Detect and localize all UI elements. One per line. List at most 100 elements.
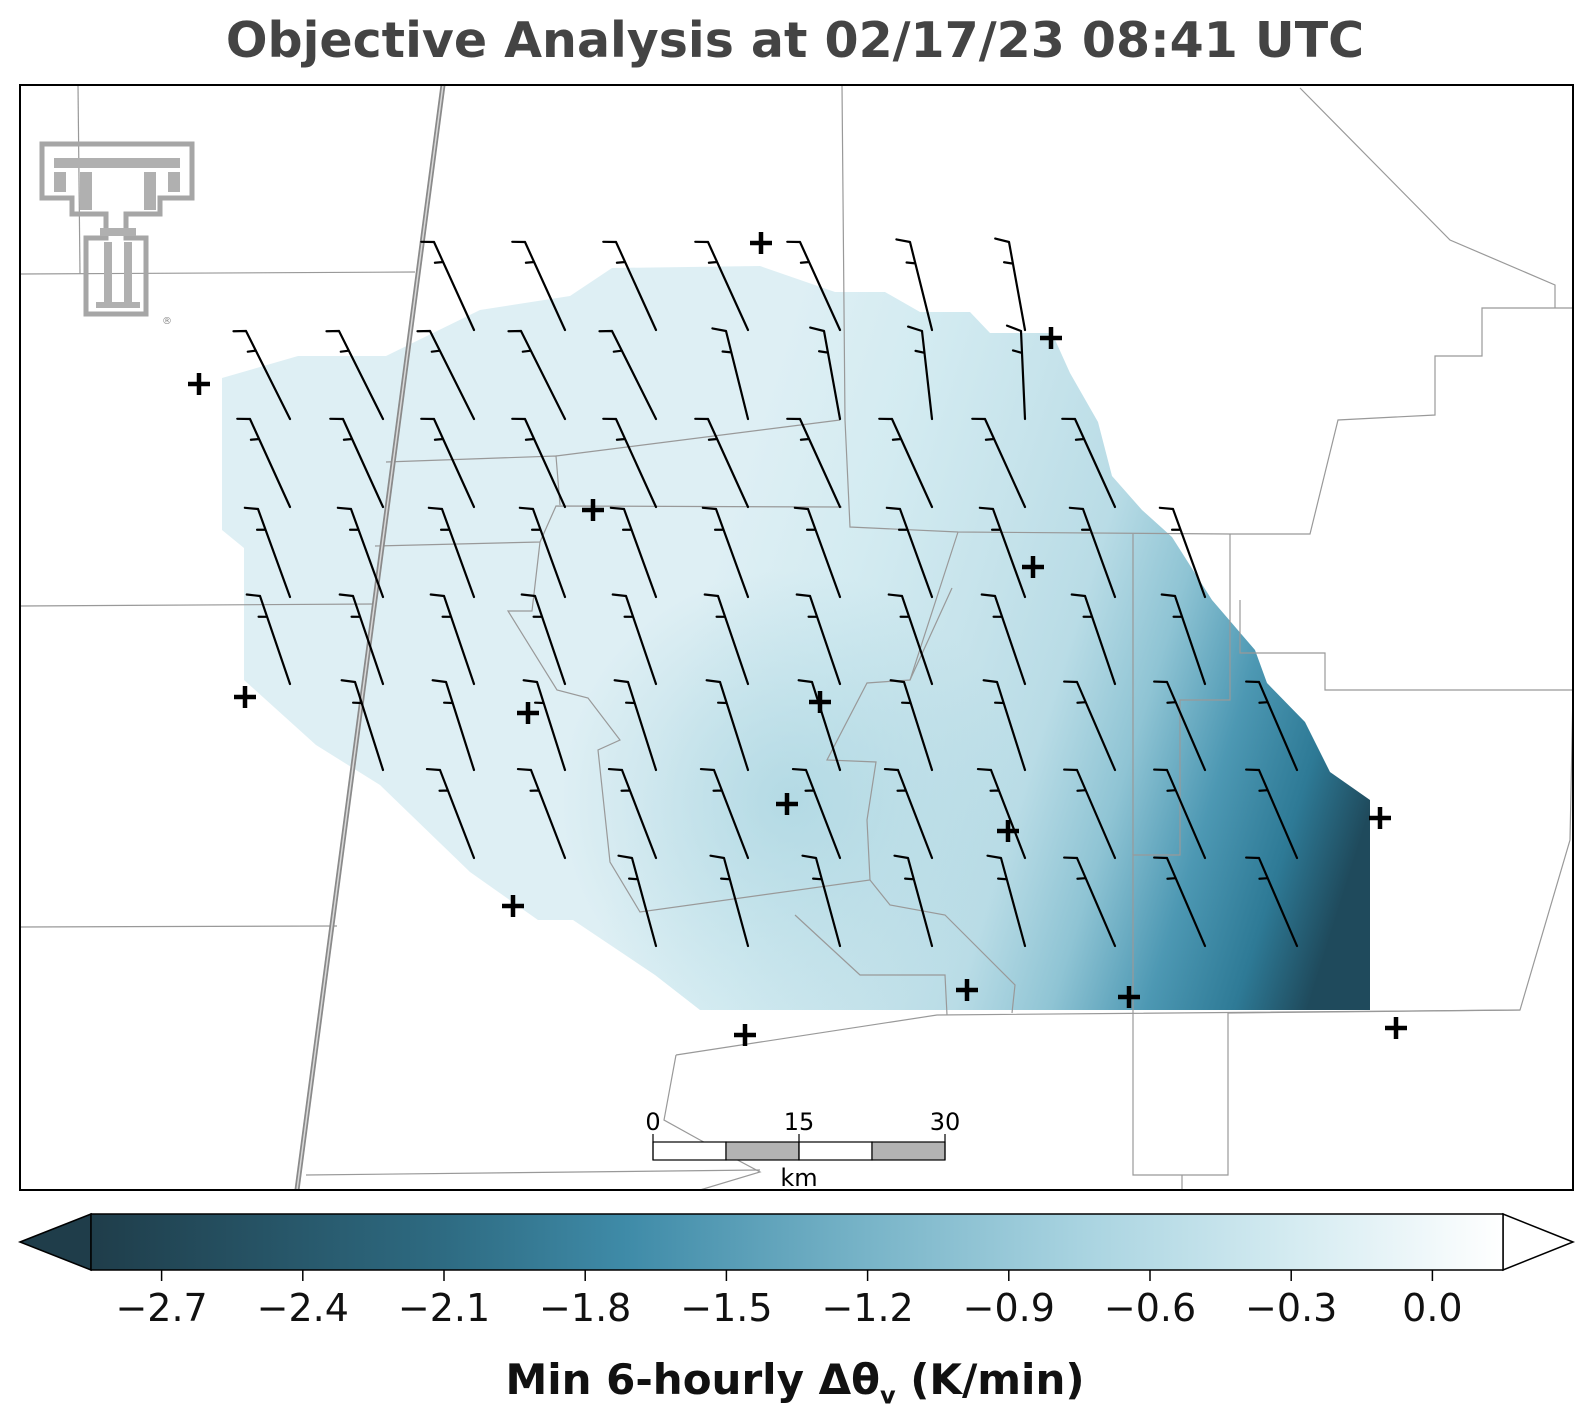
plus-marker xyxy=(956,979,978,1001)
plus-marker xyxy=(234,686,256,708)
wind-barb xyxy=(1005,324,1027,421)
plus-marker xyxy=(734,1024,756,1046)
plus-marker xyxy=(1369,807,1391,829)
wind-barb xyxy=(1160,593,1207,686)
wind-barb xyxy=(971,417,1027,509)
plus-marker xyxy=(750,232,772,254)
colorbar-label: Min 6-hourly Δθv (K/min) xyxy=(0,1355,1590,1409)
colorbar-label-sub: v xyxy=(879,1381,896,1410)
wind-barb xyxy=(1153,680,1207,772)
wind-barb xyxy=(878,417,934,509)
wind-barb xyxy=(1153,856,1207,948)
wind-barb xyxy=(607,767,658,860)
wind-barb xyxy=(801,854,842,948)
wind-barb xyxy=(699,767,750,860)
wind-barb xyxy=(895,238,934,332)
wind-barb xyxy=(602,240,658,332)
wind-barb xyxy=(893,854,934,948)
wind-barb xyxy=(986,854,1027,948)
wind-barb xyxy=(416,329,476,421)
plot-title: Objective Analysis at 02/17/23 08:41 UTC xyxy=(225,12,1365,69)
wind-barb xyxy=(701,506,750,599)
colorbar-tick-label: −0.3 xyxy=(1245,1286,1337,1330)
colorbar-tick-label: −1.8 xyxy=(539,1286,631,1330)
wind-barb xyxy=(1153,768,1207,860)
wind-barb xyxy=(883,767,934,860)
wind-barb xyxy=(420,417,476,509)
wind-barb xyxy=(887,593,934,686)
wind-barb xyxy=(611,593,658,686)
colorbar-extend-low xyxy=(17,1212,92,1272)
wind-barb xyxy=(885,506,934,599)
wind-barb xyxy=(793,506,842,599)
colorbar-tick-label: −0.9 xyxy=(963,1286,1055,1330)
wind-barb xyxy=(1063,856,1117,948)
colorbar-label-main: Min 6-hourly Δθ xyxy=(505,1355,880,1404)
wind-barb xyxy=(711,327,750,421)
wind-barb xyxy=(786,240,842,332)
colorbar-ramp xyxy=(90,1213,1504,1271)
wind-barb xyxy=(978,506,1027,599)
wind-barb xyxy=(791,767,842,860)
wind-barb xyxy=(1061,417,1117,509)
colorbar: −2.7 −2.4 −2.1 −1.8 −1.5 −1.2 −0.9 −0.6 −0.3 0.0 xyxy=(17,1212,1576,1330)
analysis-field-minimum xyxy=(222,266,1370,1010)
plus-marker xyxy=(582,499,604,521)
map-panel: ® 0 15 30 km xyxy=(19,84,1574,1192)
plus-marker xyxy=(502,895,524,917)
wind-barb xyxy=(1245,768,1299,860)
wind-barb xyxy=(994,237,1027,332)
wind-barb xyxy=(982,679,1027,772)
wind-barb xyxy=(694,417,750,509)
map-frame xyxy=(19,84,1574,1191)
scale-bar: 0 15 30 km xyxy=(645,1108,960,1192)
wind-barb xyxy=(1070,593,1117,686)
wind-barb xyxy=(1245,680,1299,772)
wind-barb xyxy=(232,329,292,421)
wind-barb xyxy=(429,593,476,686)
colorbar-tick-label: −2.1 xyxy=(398,1286,490,1330)
wind-barb xyxy=(976,767,1027,860)
plus-marker xyxy=(1118,986,1140,1008)
wind-barb xyxy=(236,417,292,509)
plus-marker xyxy=(776,793,798,815)
colorbar-tick-label: 0.0 xyxy=(1402,1286,1462,1330)
wind-barb xyxy=(431,679,476,772)
colorbar-label-units: (K/min) xyxy=(895,1355,1085,1404)
wind-barb xyxy=(889,679,934,772)
wind-barb xyxy=(516,767,567,860)
wind-barb xyxy=(325,329,385,421)
wind-barb xyxy=(329,417,385,509)
wind-barb xyxy=(336,506,385,599)
scale-unit: km xyxy=(780,1164,817,1192)
wind-barb xyxy=(809,326,842,421)
colorbar-tick-label: −1.5 xyxy=(680,1286,772,1330)
station-markers xyxy=(188,232,1407,1046)
wind-barb xyxy=(1068,506,1117,599)
colorbar-ticks: −2.7 −2.4 −2.1 −1.8 −1.5 −1.2 −0.9 −0.6 −0.3 0.0 xyxy=(115,1270,1463,1330)
wind-barb xyxy=(703,593,750,686)
wind-barb xyxy=(507,329,567,421)
colorbar-tick-label: −2.7 xyxy=(115,1286,207,1330)
wind-barb xyxy=(420,240,476,332)
colorbar-tick-label: −0.6 xyxy=(1104,1286,1196,1330)
wind-barb xyxy=(613,679,658,772)
highway xyxy=(294,85,446,1190)
plus-marker xyxy=(1022,556,1044,578)
scale-label-0: 0 xyxy=(645,1108,660,1136)
wind-barb xyxy=(520,593,567,686)
colorbar-extend-high xyxy=(1502,1212,1576,1272)
wind-barb xyxy=(906,325,934,421)
wind-barb xyxy=(797,679,842,772)
wind-barb xyxy=(709,854,750,948)
wind-barb xyxy=(1063,680,1117,772)
wind-barb xyxy=(340,679,385,772)
wind-barb xyxy=(1063,768,1117,860)
wind-barb xyxy=(243,506,292,599)
colorbar-tick-label: −2.4 xyxy=(257,1286,349,1330)
wind-barb xyxy=(511,417,567,509)
wind-barb xyxy=(598,329,658,421)
colorbar-tick-label: −1.2 xyxy=(821,1286,913,1330)
wind-barb xyxy=(786,417,842,509)
plus-marker xyxy=(188,373,210,395)
